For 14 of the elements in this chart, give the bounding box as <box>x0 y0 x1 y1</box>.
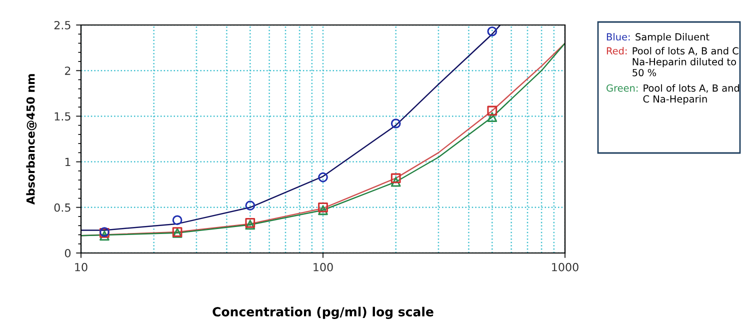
text: Red: Pool of lots A, B and C Na-Heparin diluted to 50 % <box>606 47 738 76</box>
y-tick-label: 2.5 <box>54 20 70 30</box>
y-tick-label: 2 <box>65 66 70 75</box>
x-tick-label: 100 <box>314 262 333 272</box>
x-axis-title: Concentration (pg/ml) log scale <box>212 306 434 320</box>
y-axis-title: Absorbance@450 nm <box>26 74 37 205</box>
y-tick-label: 1.5 <box>54 112 70 121</box>
x-tick-label: 10 <box>75 262 88 272</box>
y-tick-label: 0.5 <box>54 203 70 212</box>
text: Blue: Sample Diluent <box>606 33 710 42</box>
text: Green: Pool of lots A, B and C Na-Heparin <box>606 84 740 104</box>
y-tick-label: 0 <box>64 248 71 258</box>
y-tick-label: 1 <box>65 158 70 166</box>
x-tick-label: 1000 <box>552 262 578 272</box>
